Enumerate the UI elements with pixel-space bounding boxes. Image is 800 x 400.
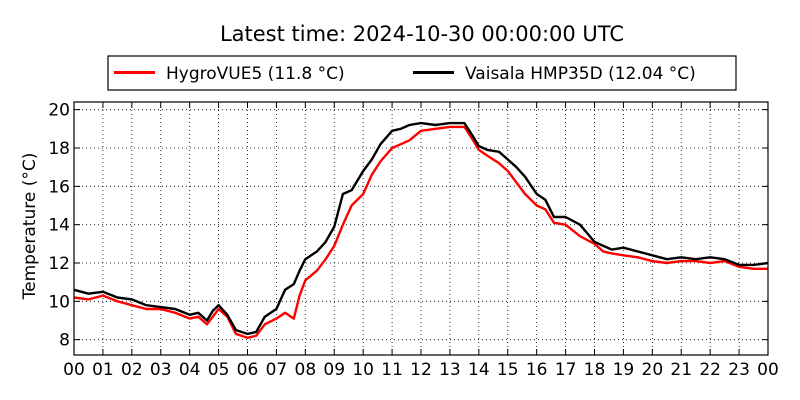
x-tick-label: 05 bbox=[208, 360, 230, 380]
x-tick-label: 19 bbox=[613, 360, 635, 380]
y-tick-label: 16 bbox=[48, 177, 70, 197]
x-tick-label: 04 bbox=[179, 360, 201, 380]
x-tick-label: 11 bbox=[381, 360, 403, 380]
x-tick-label: 09 bbox=[323, 360, 345, 380]
x-tick-label: 06 bbox=[237, 360, 259, 380]
x-tick-label: 22 bbox=[699, 360, 721, 380]
x-tick-label: 16 bbox=[526, 360, 548, 380]
x-tick-label: 23 bbox=[728, 360, 750, 380]
plot-frame bbox=[73, 101, 769, 356]
x-tick-label: 01 bbox=[92, 360, 114, 380]
x-tick-label: 07 bbox=[266, 360, 288, 380]
x-tick-label: 15 bbox=[497, 360, 519, 380]
x-tick-label: 08 bbox=[295, 360, 317, 380]
legend-label-hygrovue5: HygroVUE5 (11.8 °C) bbox=[166, 64, 345, 84]
series-layer bbox=[73, 121, 769, 339]
y-tick-label: 14 bbox=[48, 216, 70, 236]
legend: HygroVUE5 (11.8 °C) Vaisala HMP35D (12.0… bbox=[107, 55, 737, 91]
legend-label-vaisala: Vaisala HMP35D (12.04 °C) bbox=[465, 64, 696, 84]
y-tick-label: 10 bbox=[48, 292, 70, 312]
x-tick-label: 13 bbox=[439, 360, 461, 380]
x-tick-label: 03 bbox=[150, 360, 172, 380]
y-tick-label: 12 bbox=[48, 254, 70, 274]
ticks: 00 01 02 03 04 05 06 07 08 09 10 11 12 13 14 15 16 17 18 19… bbox=[48, 101, 778, 380]
y-tick-label: 20 bbox=[48, 101, 70, 121]
x-tick-label: 00 bbox=[63, 360, 85, 380]
chart-title: Latest time: 2024-10-30 00:00:00 UTC bbox=[220, 22, 624, 46]
y-tick-label: 18 bbox=[48, 139, 70, 159]
x-tick-label: 12 bbox=[410, 360, 432, 380]
x-tick-label: 14 bbox=[468, 360, 490, 380]
series-line-vaisala bbox=[73, 121, 769, 336]
x-tick-label: 18 bbox=[584, 360, 606, 380]
x-tick-label: 21 bbox=[670, 360, 692, 380]
y-tick-label: 8 bbox=[59, 331, 70, 351]
x-tick-label: 20 bbox=[642, 360, 664, 380]
x-tick-label: 00 bbox=[757, 360, 779, 380]
y-axis-label: Temperature (°C) bbox=[20, 153, 40, 301]
series-line-hygrovue5 bbox=[73, 125, 768, 339]
x-tick-label: 10 bbox=[352, 360, 374, 380]
x-tick-label: 17 bbox=[555, 360, 577, 380]
x-tick-label: 02 bbox=[121, 360, 143, 380]
